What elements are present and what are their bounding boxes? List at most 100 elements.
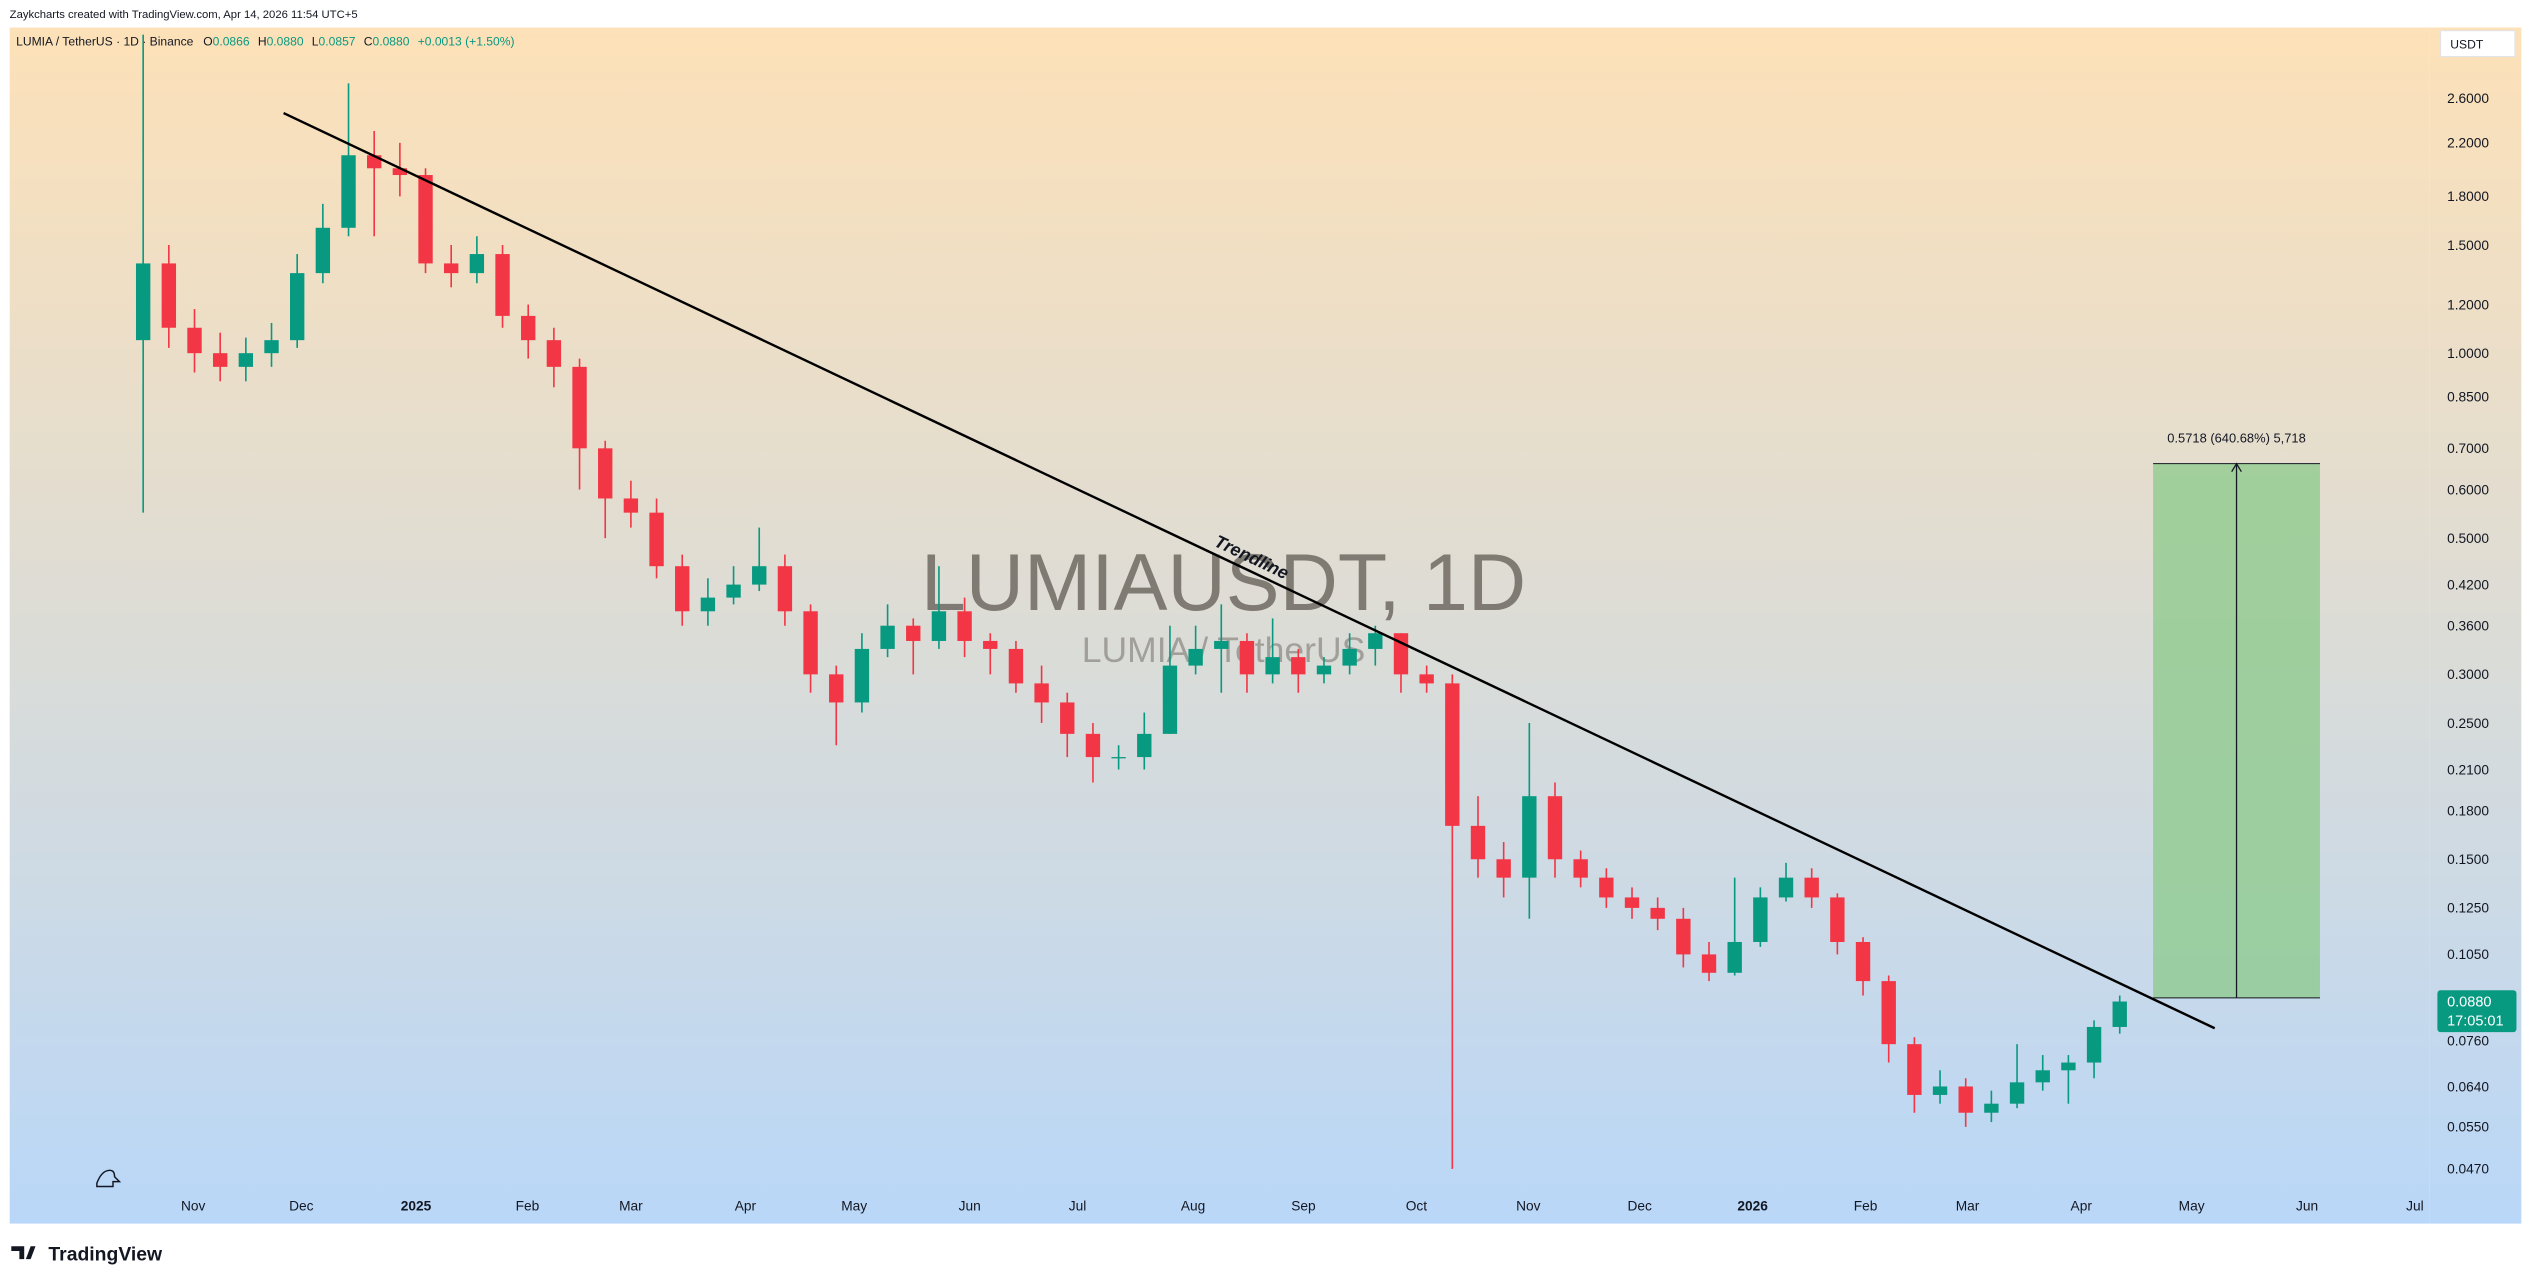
watermark-description: LUMIA / TetherUS (1082, 630, 1365, 670)
candle (1932, 1070, 1948, 1104)
candle (1034, 665, 1049, 723)
y-tick-label: 0.0640 (2447, 1079, 2489, 1094)
candle-body (2112, 1001, 2127, 1027)
ohlc-key: C (364, 34, 373, 48)
candle (777, 554, 793, 626)
candle-body (572, 366, 587, 449)
plot-background (9, 27, 2430, 1224)
candle (1778, 862, 1794, 902)
tradingview-logo: TradingView (11, 1244, 163, 1266)
x-tick-label: Dec (289, 1199, 314, 1214)
x-tick-label: Mar (1956, 1199, 1980, 1214)
candle-body (289, 273, 305, 341)
ohlc-key: L (312, 34, 319, 48)
y-tick-label: 0.4200 (2447, 577, 2489, 592)
candle (700, 578, 716, 626)
candle-body (1753, 897, 1768, 942)
x-tick-label: Feb (1854, 1199, 1878, 1214)
candle (1368, 625, 1383, 666)
candle (1239, 633, 1255, 693)
candle (212, 332, 228, 382)
symbol: LUMIA / TetherUS · 1D · Binance (16, 34, 193, 48)
candle-body (1804, 877, 1819, 898)
candle (1830, 893, 1845, 955)
candle-body (187, 327, 202, 354)
candle (1342, 633, 1357, 675)
y-tick-label: 0.6000 (2447, 482, 2489, 497)
y-tick-label: 0.1800 (2447, 803, 2489, 818)
candle (1804, 868, 1819, 908)
y-tick-label: 0.3000 (2447, 667, 2489, 682)
last-price-label: 0.0880 (2447, 994, 2491, 1010)
candle-body (777, 566, 793, 612)
measure-label: 0.5718 (640.68%) 5,718 (2167, 431, 2306, 446)
x-tick-label: Oct (1406, 1199, 1428, 1214)
candle (1008, 640, 1024, 693)
x-tick-label: Nov (1516, 1199, 1541, 1214)
candle (1984, 1090, 1999, 1123)
candle (1701, 941, 1717, 982)
candle-body (2035, 1070, 2050, 1083)
candle (1085, 722, 1101, 783)
candle-body (1060, 702, 1075, 734)
candle-body (906, 625, 921, 641)
candle-body (1265, 657, 1280, 675)
candle-body (469, 254, 485, 274)
candle (2086, 1020, 2102, 1079)
candle-body (1239, 640, 1255, 675)
trendline (283, 111, 2216, 1030)
y-tick-label: 0.1050 (2447, 947, 2489, 962)
candle-body (1419, 674, 1434, 684)
candle-body (392, 168, 408, 176)
candle-body (315, 227, 331, 274)
candle (1624, 887, 1640, 919)
candle (803, 604, 818, 693)
candle-body (598, 448, 613, 499)
currency-box[interactable] (2440, 30, 2516, 58)
candle (161, 245, 177, 348)
candle-body (1984, 1103, 1999, 1113)
candle-body (1085, 733, 1101, 758)
candle (1573, 850, 1588, 888)
x-tick-label: Sep (1291, 1199, 1316, 1214)
x-tick-label: May (841, 1199, 867, 1214)
candle-body (495, 254, 510, 316)
y-tick-label: 0.2100 (2447, 762, 2489, 777)
candle-body (957, 611, 972, 641)
candle-body (444, 263, 459, 274)
candle (2061, 1055, 2076, 1104)
candle (1419, 665, 1434, 693)
x-tick-label: 2025 (401, 1199, 432, 1214)
candle-body (2009, 1082, 2025, 1104)
watermark-symbol: LUMIAUSDT, 1D (921, 538, 1526, 628)
candle-body (1034, 683, 1049, 703)
candle (572, 358, 587, 490)
candle (1855, 937, 1871, 996)
candle (289, 254, 305, 348)
candle-body (264, 340, 279, 354)
candle (983, 633, 998, 675)
x-tick-label: Mar (619, 1199, 643, 1214)
candle-body (2086, 1026, 2102, 1063)
candle (726, 566, 741, 605)
y-tick-label: 2.6000 (2447, 91, 2489, 106)
candle-body (1162, 665, 1178, 734)
candle-body (1701, 954, 1717, 973)
candle-body (1470, 825, 1486, 860)
candle-body (983, 640, 998, 649)
candle-body (1214, 640, 1229, 649)
candle-body (1291, 657, 1306, 675)
candle (1188, 625, 1203, 675)
candle-body (1522, 796, 1537, 878)
y-tick-label: 0.3600 (2447, 619, 2489, 634)
candle (1881, 975, 1896, 1063)
candle (2035, 1055, 2050, 1091)
candle-body (1137, 733, 1152, 758)
candle (623, 480, 639, 528)
dino-icon[interactable] (96, 1169, 122, 1188)
candle (1650, 897, 1665, 931)
candle (392, 142, 408, 197)
candle (1162, 625, 1178, 734)
candle-body (1855, 941, 1871, 982)
